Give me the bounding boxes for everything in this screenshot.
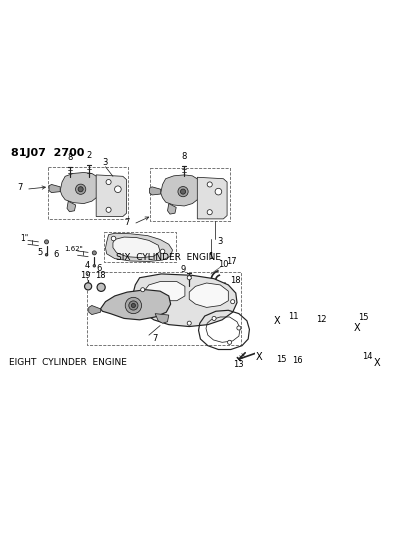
Text: 13: 13 — [233, 360, 244, 369]
Text: 15: 15 — [276, 354, 286, 364]
Text: 15: 15 — [358, 313, 368, 322]
Text: 2: 2 — [86, 151, 91, 160]
Text: 3: 3 — [103, 158, 108, 167]
Text: 14: 14 — [362, 352, 372, 361]
Polygon shape — [161, 175, 202, 206]
Text: 12: 12 — [316, 316, 327, 325]
Text: 6: 6 — [53, 251, 58, 259]
Circle shape — [315, 325, 317, 327]
Text: 9: 9 — [180, 264, 186, 273]
Polygon shape — [101, 290, 171, 320]
Text: 16: 16 — [293, 356, 303, 365]
Circle shape — [207, 182, 212, 187]
Circle shape — [85, 283, 92, 290]
Text: 7: 7 — [17, 183, 23, 192]
Text: X: X — [374, 358, 381, 368]
Text: X: X — [353, 323, 360, 333]
Circle shape — [215, 188, 222, 195]
Circle shape — [178, 187, 188, 197]
Circle shape — [296, 352, 298, 354]
Polygon shape — [197, 177, 227, 219]
Polygon shape — [155, 313, 169, 323]
Text: SIX  CYLINDER  ENGINE: SIX CYLINDER ENGINE — [116, 253, 221, 262]
Text: 1: 1 — [208, 252, 214, 261]
Text: 81J07  2700: 81J07 2700 — [11, 148, 85, 158]
Circle shape — [180, 189, 186, 194]
Polygon shape — [150, 187, 161, 195]
Text: 6: 6 — [97, 264, 102, 273]
Polygon shape — [67, 201, 76, 212]
Circle shape — [354, 358, 359, 362]
Text: 7: 7 — [125, 218, 130, 227]
Circle shape — [187, 321, 191, 325]
Circle shape — [228, 340, 232, 344]
Circle shape — [294, 351, 299, 356]
Text: 10: 10 — [218, 260, 229, 269]
Polygon shape — [144, 281, 185, 301]
Text: 5: 5 — [38, 248, 43, 257]
Circle shape — [314, 324, 319, 328]
Circle shape — [93, 264, 96, 267]
Polygon shape — [134, 274, 237, 327]
Circle shape — [111, 236, 116, 241]
Text: EIGHT  CYLINDER  ENGINE: EIGHT CYLINDER ENGINE — [9, 358, 127, 367]
Text: 1": 1" — [21, 234, 29, 243]
Circle shape — [97, 283, 105, 292]
Circle shape — [217, 292, 224, 300]
Circle shape — [106, 180, 111, 184]
Text: X: X — [256, 352, 263, 362]
Text: 8: 8 — [67, 152, 73, 161]
Text: 11: 11 — [288, 312, 298, 321]
Circle shape — [207, 209, 212, 215]
Polygon shape — [168, 204, 176, 214]
Text: 19: 19 — [81, 271, 91, 280]
Text: 1.62": 1.62" — [64, 246, 83, 252]
Circle shape — [237, 326, 241, 330]
Text: 17: 17 — [226, 257, 237, 266]
Polygon shape — [106, 233, 173, 262]
Circle shape — [212, 317, 216, 320]
Circle shape — [231, 300, 235, 304]
Text: 8: 8 — [182, 152, 187, 161]
Circle shape — [45, 254, 48, 256]
Circle shape — [76, 184, 86, 195]
Text: 7: 7 — [152, 335, 158, 343]
Circle shape — [78, 187, 83, 192]
Text: X: X — [274, 316, 281, 326]
Circle shape — [280, 350, 284, 354]
Text: 4: 4 — [84, 261, 90, 270]
Polygon shape — [189, 283, 229, 308]
Circle shape — [141, 288, 145, 292]
Polygon shape — [96, 175, 127, 216]
Text: 18: 18 — [231, 276, 241, 285]
Circle shape — [125, 297, 141, 313]
Polygon shape — [49, 184, 60, 192]
Circle shape — [44, 240, 48, 244]
Circle shape — [132, 303, 136, 308]
Polygon shape — [89, 305, 101, 314]
Circle shape — [115, 186, 121, 192]
Polygon shape — [60, 173, 101, 204]
Circle shape — [92, 251, 96, 255]
Circle shape — [106, 207, 111, 212]
Circle shape — [129, 301, 138, 310]
Text: 3: 3 — [217, 237, 222, 246]
Circle shape — [187, 276, 191, 280]
Text: 18: 18 — [95, 271, 106, 280]
Polygon shape — [113, 237, 160, 257]
Circle shape — [160, 249, 165, 254]
